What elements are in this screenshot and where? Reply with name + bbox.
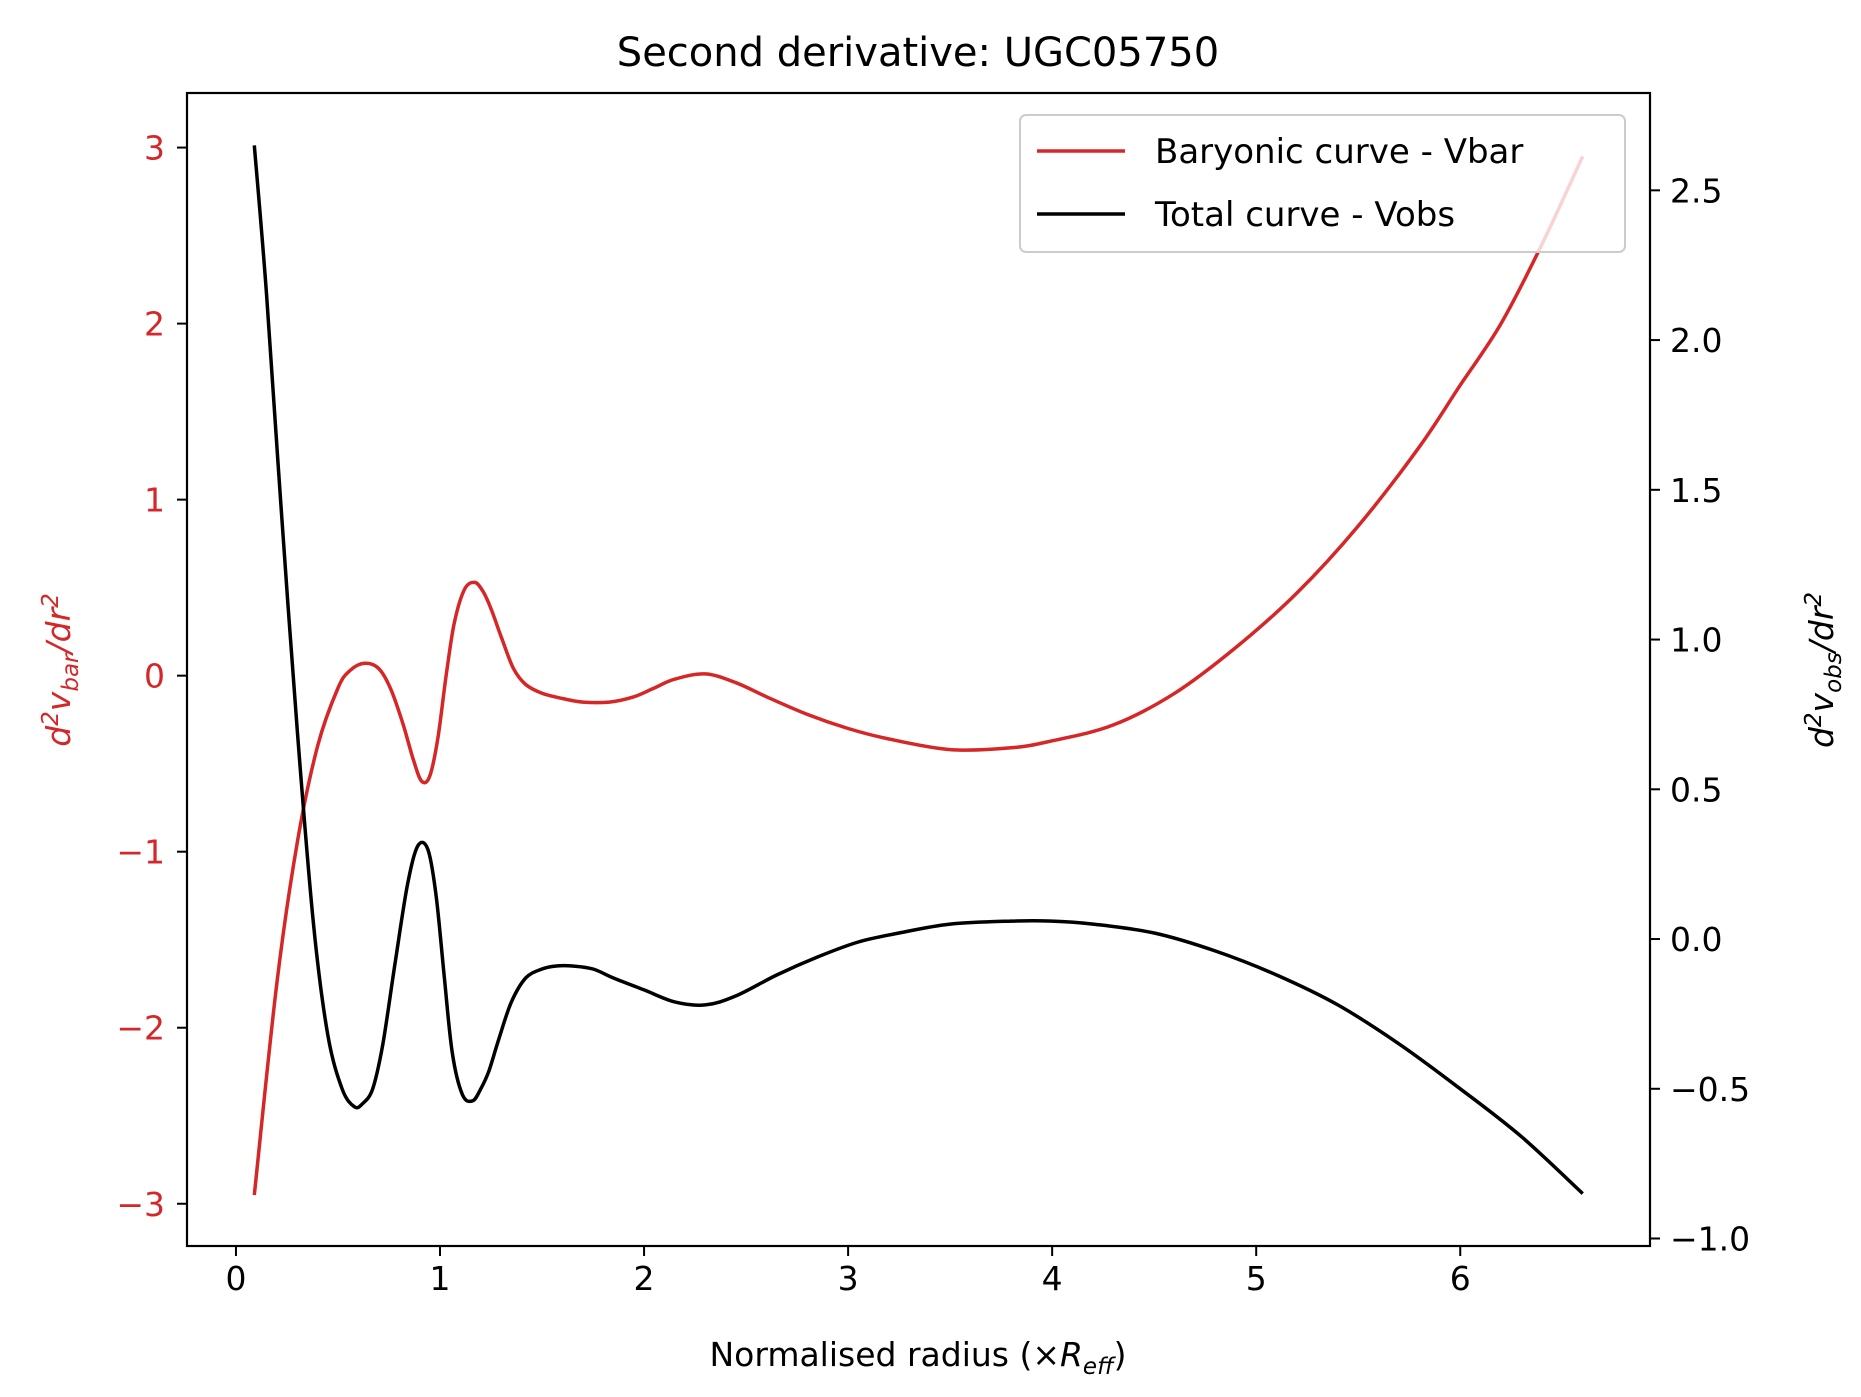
x-tick-label: 3: [838, 1259, 859, 1298]
left-y-title-sup1: 2: [38, 711, 64, 726]
x-axis-title-var: R: [1060, 1335, 1083, 1374]
right-y-tick-label: 0.5: [1670, 770, 1722, 809]
left-y-tick-label: −2: [116, 1009, 165, 1048]
right-y-title-sup1: 2: [1801, 712, 1827, 727]
x-tick-label: 2: [634, 1259, 655, 1298]
x-tick-label: 5: [1246, 1259, 1267, 1298]
left-y-tick-label: 3: [144, 129, 165, 168]
left-y-title-slash: /dr: [39, 605, 78, 656]
x-axis-title-text: Normalised radius (×: [709, 1335, 1060, 1374]
left-y-title-d: d: [39, 725, 78, 747]
right-y-title-d: d: [1802, 726, 1841, 748]
chart-title: Second derivative: UGC05750: [617, 30, 1219, 76]
left-y-tick-label: 0: [144, 657, 165, 696]
legend: Baryonic curve - Vbar Total curve - Vobs: [1019, 114, 1626, 253]
right-y-title-sub: obs: [1821, 652, 1847, 693]
legend-box: [1019, 114, 1626, 253]
right-y-tick-label: −0.5: [1670, 1070, 1750, 1109]
left-y-title-v: v: [39, 691, 78, 711]
left-y-tick-label: −3: [116, 1185, 165, 1224]
plot-lines: [252, 145, 1585, 1196]
x-axis-title: Normalised radius (×Reff): [709, 1335, 1126, 1380]
x-tick-label: 0: [225, 1259, 246, 1298]
left-y-tick-label: −1: [116, 833, 165, 872]
right-y-title-sup2: 2: [1801, 592, 1827, 607]
left-y-tick-label: 2: [144, 305, 165, 344]
right-y-axis-title: d2vobs/dr2: [1801, 592, 1847, 748]
right-y-title-v: v: [1802, 692, 1841, 712]
x-tick-label: 6: [1450, 1259, 1471, 1298]
x-axis-title-sub: eff: [1083, 1354, 1116, 1380]
right-y-tick-label: 1.5: [1670, 471, 1722, 510]
x-axis-title-suffix: ): [1114, 1335, 1127, 1374]
right-y-tick-label: −1.0: [1670, 1220, 1750, 1259]
x-tick-label: 1: [430, 1259, 451, 1298]
left-y-title-sub: bar: [58, 652, 84, 692]
right-y-tick-label: 2.5: [1670, 171, 1722, 210]
legend-label-vobs: Total curve - Vobs: [1154, 195, 1455, 235]
legend-label-vbar: Baryonic curve - Vbar: [1155, 132, 1523, 172]
right-y-tick-label: 2.0: [1670, 321, 1722, 360]
x-tick-label: 4: [1042, 1259, 1063, 1298]
right-y-title-slash: /dr: [1802, 604, 1841, 655]
series-line-vobs: [252, 145, 1584, 1195]
left-y-title-sup2: 2: [38, 593, 64, 608]
left-y-axis-title: d2vbar/dr2: [38, 593, 84, 747]
left-y-tick-label: 1: [144, 481, 165, 520]
series-line-vbar: [252, 155, 1585, 1196]
right-y-axis-ticks: −1.0 −0.5 0.0 0.5 1.0 1.5 2.0 2.5: [1650, 171, 1750, 1259]
left-y-axis-ticks: −3 −2 −1 0 1 2 3: [116, 129, 187, 1224]
x-axis-ticks: 0 1 2 3 4 5 6: [225, 1246, 1471, 1298]
right-y-tick-label: 0.0: [1670, 920, 1722, 959]
plot-frame: [185, 91, 1652, 1248]
right-y-tick-label: 1.0: [1670, 621, 1722, 660]
